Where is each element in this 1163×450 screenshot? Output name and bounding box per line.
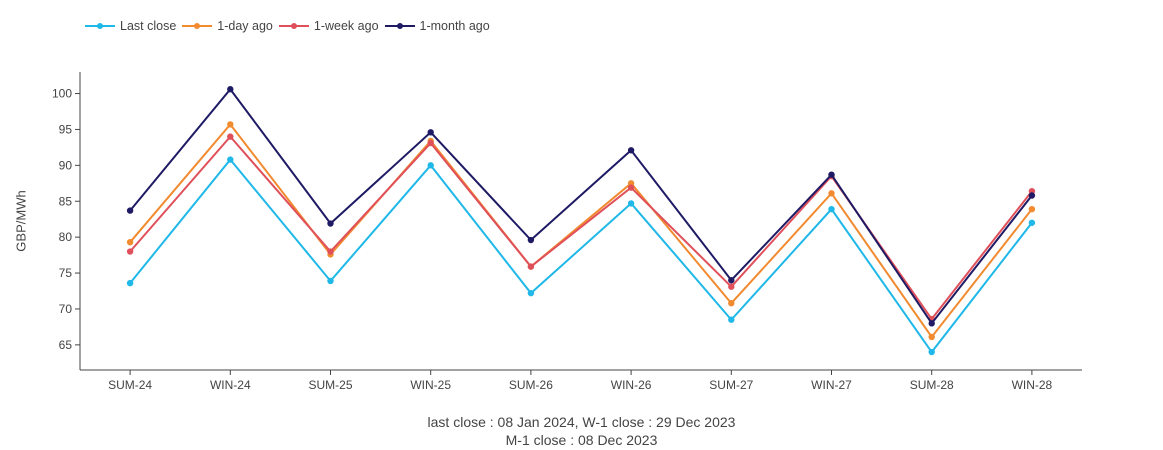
legend-item-1-month-ago[interactable]: 1-month ago xyxy=(384,19,490,33)
data-point-1-month-ago xyxy=(1028,192,1036,199)
data-point-1-day-ago xyxy=(1028,205,1036,213)
data-point-last-close xyxy=(427,162,434,169)
legend-swatch-1-month-ago xyxy=(384,23,415,29)
data-point-1-day-ago xyxy=(928,333,935,341)
x-tick-label: WIN-27 xyxy=(811,378,852,392)
data-point-1-week-ago xyxy=(327,248,334,255)
data-point-last-close xyxy=(1028,219,1036,226)
x-tick-label: SUM-25 xyxy=(308,378,352,392)
data-point-last-close xyxy=(928,348,935,356)
data-point-1-month-ago xyxy=(928,320,935,327)
series-line-1-day-ago xyxy=(129,122,1033,339)
data-point-1-week-ago xyxy=(126,248,134,255)
legend: Last close 1-day ago 1-week ago 1-month … xyxy=(85,19,496,33)
footnote-line-1: last close : 08 Jan 2024, W-1 close : 29… xyxy=(427,414,736,430)
legend-swatch-1-week-ago xyxy=(278,23,309,29)
x-tick-label: SUM-28 xyxy=(910,378,954,392)
legend-label-1-week-ago: 1-week ago xyxy=(313,19,379,33)
x-tick-label: SUM-24 xyxy=(108,378,152,392)
data-point-last-close xyxy=(627,200,635,207)
legend-swatch-last-close xyxy=(85,23,115,29)
legend-label-1-day-ago: 1-day ago xyxy=(217,19,273,33)
data-point-1-day-ago xyxy=(828,190,835,197)
y-tick-label: 85 xyxy=(59,194,73,208)
footnote-line-2: M-1 close : 08 Dec 2023 xyxy=(505,432,658,448)
data-point-1-month-ago xyxy=(828,171,835,178)
data-point-1-week-ago xyxy=(627,184,635,191)
data-point-1-day-ago xyxy=(227,121,234,128)
x-tick-label: WIN-25 xyxy=(410,378,451,392)
data-point-last-close xyxy=(227,156,234,163)
data-point-1-week-ago xyxy=(527,263,535,270)
data-point-1-month-ago xyxy=(427,129,434,136)
data-point-last-close xyxy=(327,277,334,285)
data-point-1-week-ago xyxy=(427,139,434,147)
y-tick-label: 80 xyxy=(59,230,73,244)
legend-swatch-1-day-ago xyxy=(182,23,213,29)
data-point-1-month-ago xyxy=(527,236,535,244)
series-line-1-week-ago xyxy=(129,135,1033,321)
legend-item-1-day-ago[interactable]: 1-day ago xyxy=(182,19,273,33)
data-point-1-week-ago xyxy=(728,283,735,290)
data-point-last-close xyxy=(828,205,835,213)
data-point-1-month-ago xyxy=(627,147,635,154)
data-point-1-day-ago xyxy=(126,238,134,246)
data-point-last-close xyxy=(527,289,535,297)
y-tick-label: 95 xyxy=(59,122,73,136)
data-point-1-month-ago xyxy=(327,220,334,227)
y-tick-label: 70 xyxy=(59,302,73,316)
x-tick-label: WIN-28 xyxy=(1012,378,1053,392)
legend-item-1-week-ago[interactable]: 1-week ago xyxy=(278,19,379,33)
legend-item-last-close[interactable]: Last close xyxy=(85,19,176,33)
data-point-1-month-ago xyxy=(728,277,735,284)
y-tick-label: 65 xyxy=(59,338,73,352)
data-point-1-day-ago xyxy=(728,300,735,307)
x-tick-label: SUM-27 xyxy=(709,378,753,392)
data-point-last-close xyxy=(728,316,735,323)
y-tick-label: 90 xyxy=(59,158,73,172)
y-tick-label: 75 xyxy=(59,266,73,280)
data-point-1-week-ago xyxy=(227,133,234,140)
x-tick-label: WIN-26 xyxy=(611,378,652,392)
data-point-last-close xyxy=(126,279,134,287)
data-point-1-month-ago xyxy=(227,86,234,93)
series-line-1-month-ago xyxy=(129,87,1033,326)
legend-label-last-close: Last close xyxy=(120,19,177,33)
data-point-1-month-ago xyxy=(126,207,134,214)
x-tick-label: WIN-24 xyxy=(210,378,251,392)
y-tick-label: 100 xyxy=(52,87,72,101)
legend-label-1-month-ago: 1-month ago xyxy=(419,19,490,33)
series-line-last-close xyxy=(129,158,1033,354)
x-tick-label: SUM-26 xyxy=(509,378,553,392)
